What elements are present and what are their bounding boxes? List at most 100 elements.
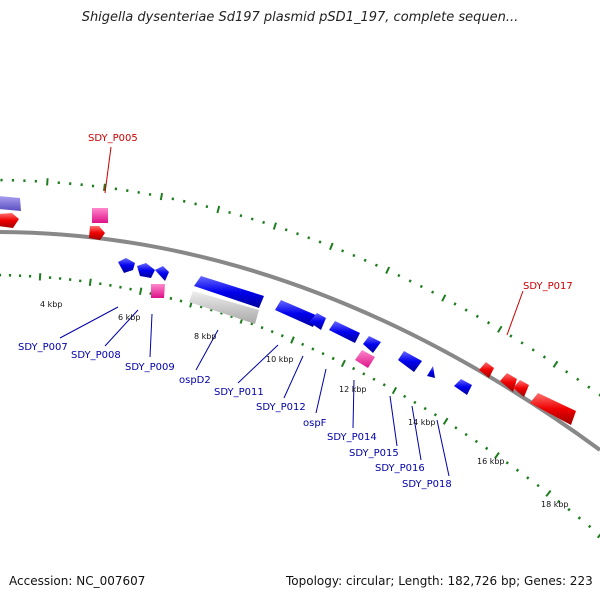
- inner-tick-mark: [260, 326, 264, 330]
- feature-cds-p011[interactable]: [275, 300, 318, 327]
- connector-ospd2: [195, 329, 219, 371]
- outer-tick-mark: [497, 325, 503, 333]
- gene-label-p018[interactable]: SDY_P018: [402, 479, 452, 490]
- feature-cds-ospf[interactable]: [329, 321, 360, 343]
- feature-other-p004[interactable]: [0, 196, 21, 211]
- feature-cds-p004[interactable]: [0, 213, 19, 228]
- connector-p018: [436, 419, 450, 477]
- inner-tick-mark: [545, 489, 552, 497]
- outer-tick-mark: [475, 314, 479, 319]
- tick-labels: 4 kbp 6 kbp 8 kbp 10 kbp 12 kbp 14 kbp 1…: [40, 300, 569, 509]
- inner-tick-mark: [301, 342, 305, 347]
- outer-tick-mark: [419, 284, 423, 289]
- inner-tick-mark: [484, 446, 489, 451]
- outer-tick-mark: [272, 222, 277, 230]
- feature-cds-p015[interactable]: [398, 351, 422, 372]
- inner-tick-mark: [403, 394, 407, 399]
- feature-cds-p007[interactable]: [118, 258, 135, 273]
- feature-cds-ospd2[interactable]: [194, 276, 264, 308]
- gene-label-ospd2[interactable]: ospD2: [179, 375, 211, 386]
- tick-label-14kbp: 14 kbp: [408, 418, 436, 427]
- outer-tick-mark: [352, 253, 356, 258]
- inner-tick-mark: [331, 356, 335, 361]
- tick-label-8kbp: 8 kbp: [194, 332, 216, 341]
- gene-label-p012[interactable]: SDY_P012: [256, 402, 306, 413]
- connector-p016: [411, 405, 422, 461]
- gene-label-p009[interactable]: SDY_P009: [125, 362, 175, 373]
- connector-ospf: [315, 368, 327, 414]
- outer-tick-mark: [329, 242, 334, 251]
- outer-tick-mark: [228, 211, 231, 215]
- inner-features: [118, 258, 472, 395]
- outer-tick-mark: [284, 228, 288, 232]
- feature-cds-p005[interactable]: [89, 226, 105, 240]
- inner-tick-mark: [88, 278, 92, 286]
- inner-tick-mark: [149, 291, 153, 296]
- inner-tick-mark: [311, 347, 315, 351]
- outer-tick-mark: [576, 377, 580, 382]
- gene-label-p015[interactable]: SDY_P015: [349, 448, 399, 459]
- outer-tick-mark: [397, 273, 401, 278]
- feature-cds-p017a[interactable]: [479, 362, 494, 378]
- gene-label-p008[interactable]: SDY_P008: [71, 350, 121, 361]
- connector-p014: [352, 379, 355, 429]
- inner-tick-mark: [138, 287, 143, 296]
- inner-tick-mark: [494, 452, 500, 460]
- inner-tick-mark: [474, 439, 479, 444]
- outer-tick-ring: [0, 178, 600, 397]
- gene-label-p011[interactable]: SDY_P011: [214, 387, 264, 398]
- outer-tick-mark: [486, 321, 491, 325]
- outer-tick-mark: [46, 178, 49, 186]
- gene-label-p017[interactable]: SDY_P017: [523, 281, 573, 292]
- inner-tick-mark: [413, 400, 417, 405]
- feature-rna-p005[interactable]: [92, 208, 108, 223]
- map-title: Shigella dysenteriae Sd197 plasmid pSD1_…: [81, 10, 519, 25]
- inner-tick-mark: [567, 507, 571, 512]
- feature-cds-p018[interactable]: [454, 379, 472, 395]
- feature-cds-p008[interactable]: [137, 263, 155, 278]
- outer-tick-mark: [239, 214, 243, 218]
- gene-label-p007[interactable]: SDY_P007: [18, 342, 68, 353]
- inner-tick-mark: [536, 483, 540, 488]
- inner-tick-mark: [382, 383, 386, 387]
- feature-cds-p012[interactable]: [309, 313, 326, 330]
- tick-label-12kbp: 12 kbp: [339, 385, 367, 394]
- outer-tick-mark: [552, 360, 559, 368]
- inner-tick-mark: [129, 287, 132, 291]
- outer-tick-mark: [262, 220, 266, 225]
- outer-tick-mark: [531, 348, 535, 352]
- outer-tick-mark: [542, 355, 547, 359]
- feature-cds-p016[interactable]: [427, 366, 435, 378]
- outer-tick-mark: [307, 236, 311, 240]
- inner-tick-mark: [340, 359, 346, 368]
- connector-p015: [389, 395, 398, 447]
- outer-tick-mark: [171, 197, 175, 201]
- outer-tick-mark: [464, 308, 468, 312]
- feature-cds-p019[interactable]: [530, 393, 576, 425]
- gene-label-ospf[interactable]: ospF: [303, 418, 327, 429]
- inner-tick-mark: [577, 516, 582, 520]
- outer-tick-mark: [587, 385, 591, 389]
- feature-rna-p014[interactable]: [355, 350, 375, 368]
- gene-label-p005[interactable]: SDY_P005: [88, 133, 138, 144]
- sequence-backbone: [0, 230, 600, 452]
- inner-tick-mark: [596, 533, 600, 539]
- feature-cds-p014[interactable]: [363, 336, 381, 353]
- outer-tick-mark: [385, 266, 391, 275]
- inner-tick-mark: [119, 285, 122, 289]
- inner-tick-mark: [38, 273, 42, 281]
- inner-tick-mark: [280, 334, 284, 338]
- feature-cds-p017c[interactable]: [513, 380, 529, 397]
- feature-cds-p017b[interactable]: [500, 373, 517, 392]
- label-connectors: [59, 146, 524, 477]
- gene-label-p014[interactable]: SDY_P014: [327, 432, 377, 443]
- feature-cds-p009[interactable]: [155, 266, 169, 281]
- feature-pseudo-ospd2[interactable]: [189, 291, 259, 324]
- inner-tick-mark: [352, 366, 356, 371]
- inner-tick-mark: [433, 413, 438, 417]
- feature-rna-p009[interactable]: [151, 284, 165, 298]
- inner-tick-mark: [179, 299, 183, 303]
- outer-tick-mark: [296, 232, 299, 236]
- gene-label-p016[interactable]: SDY_P016: [375, 463, 425, 474]
